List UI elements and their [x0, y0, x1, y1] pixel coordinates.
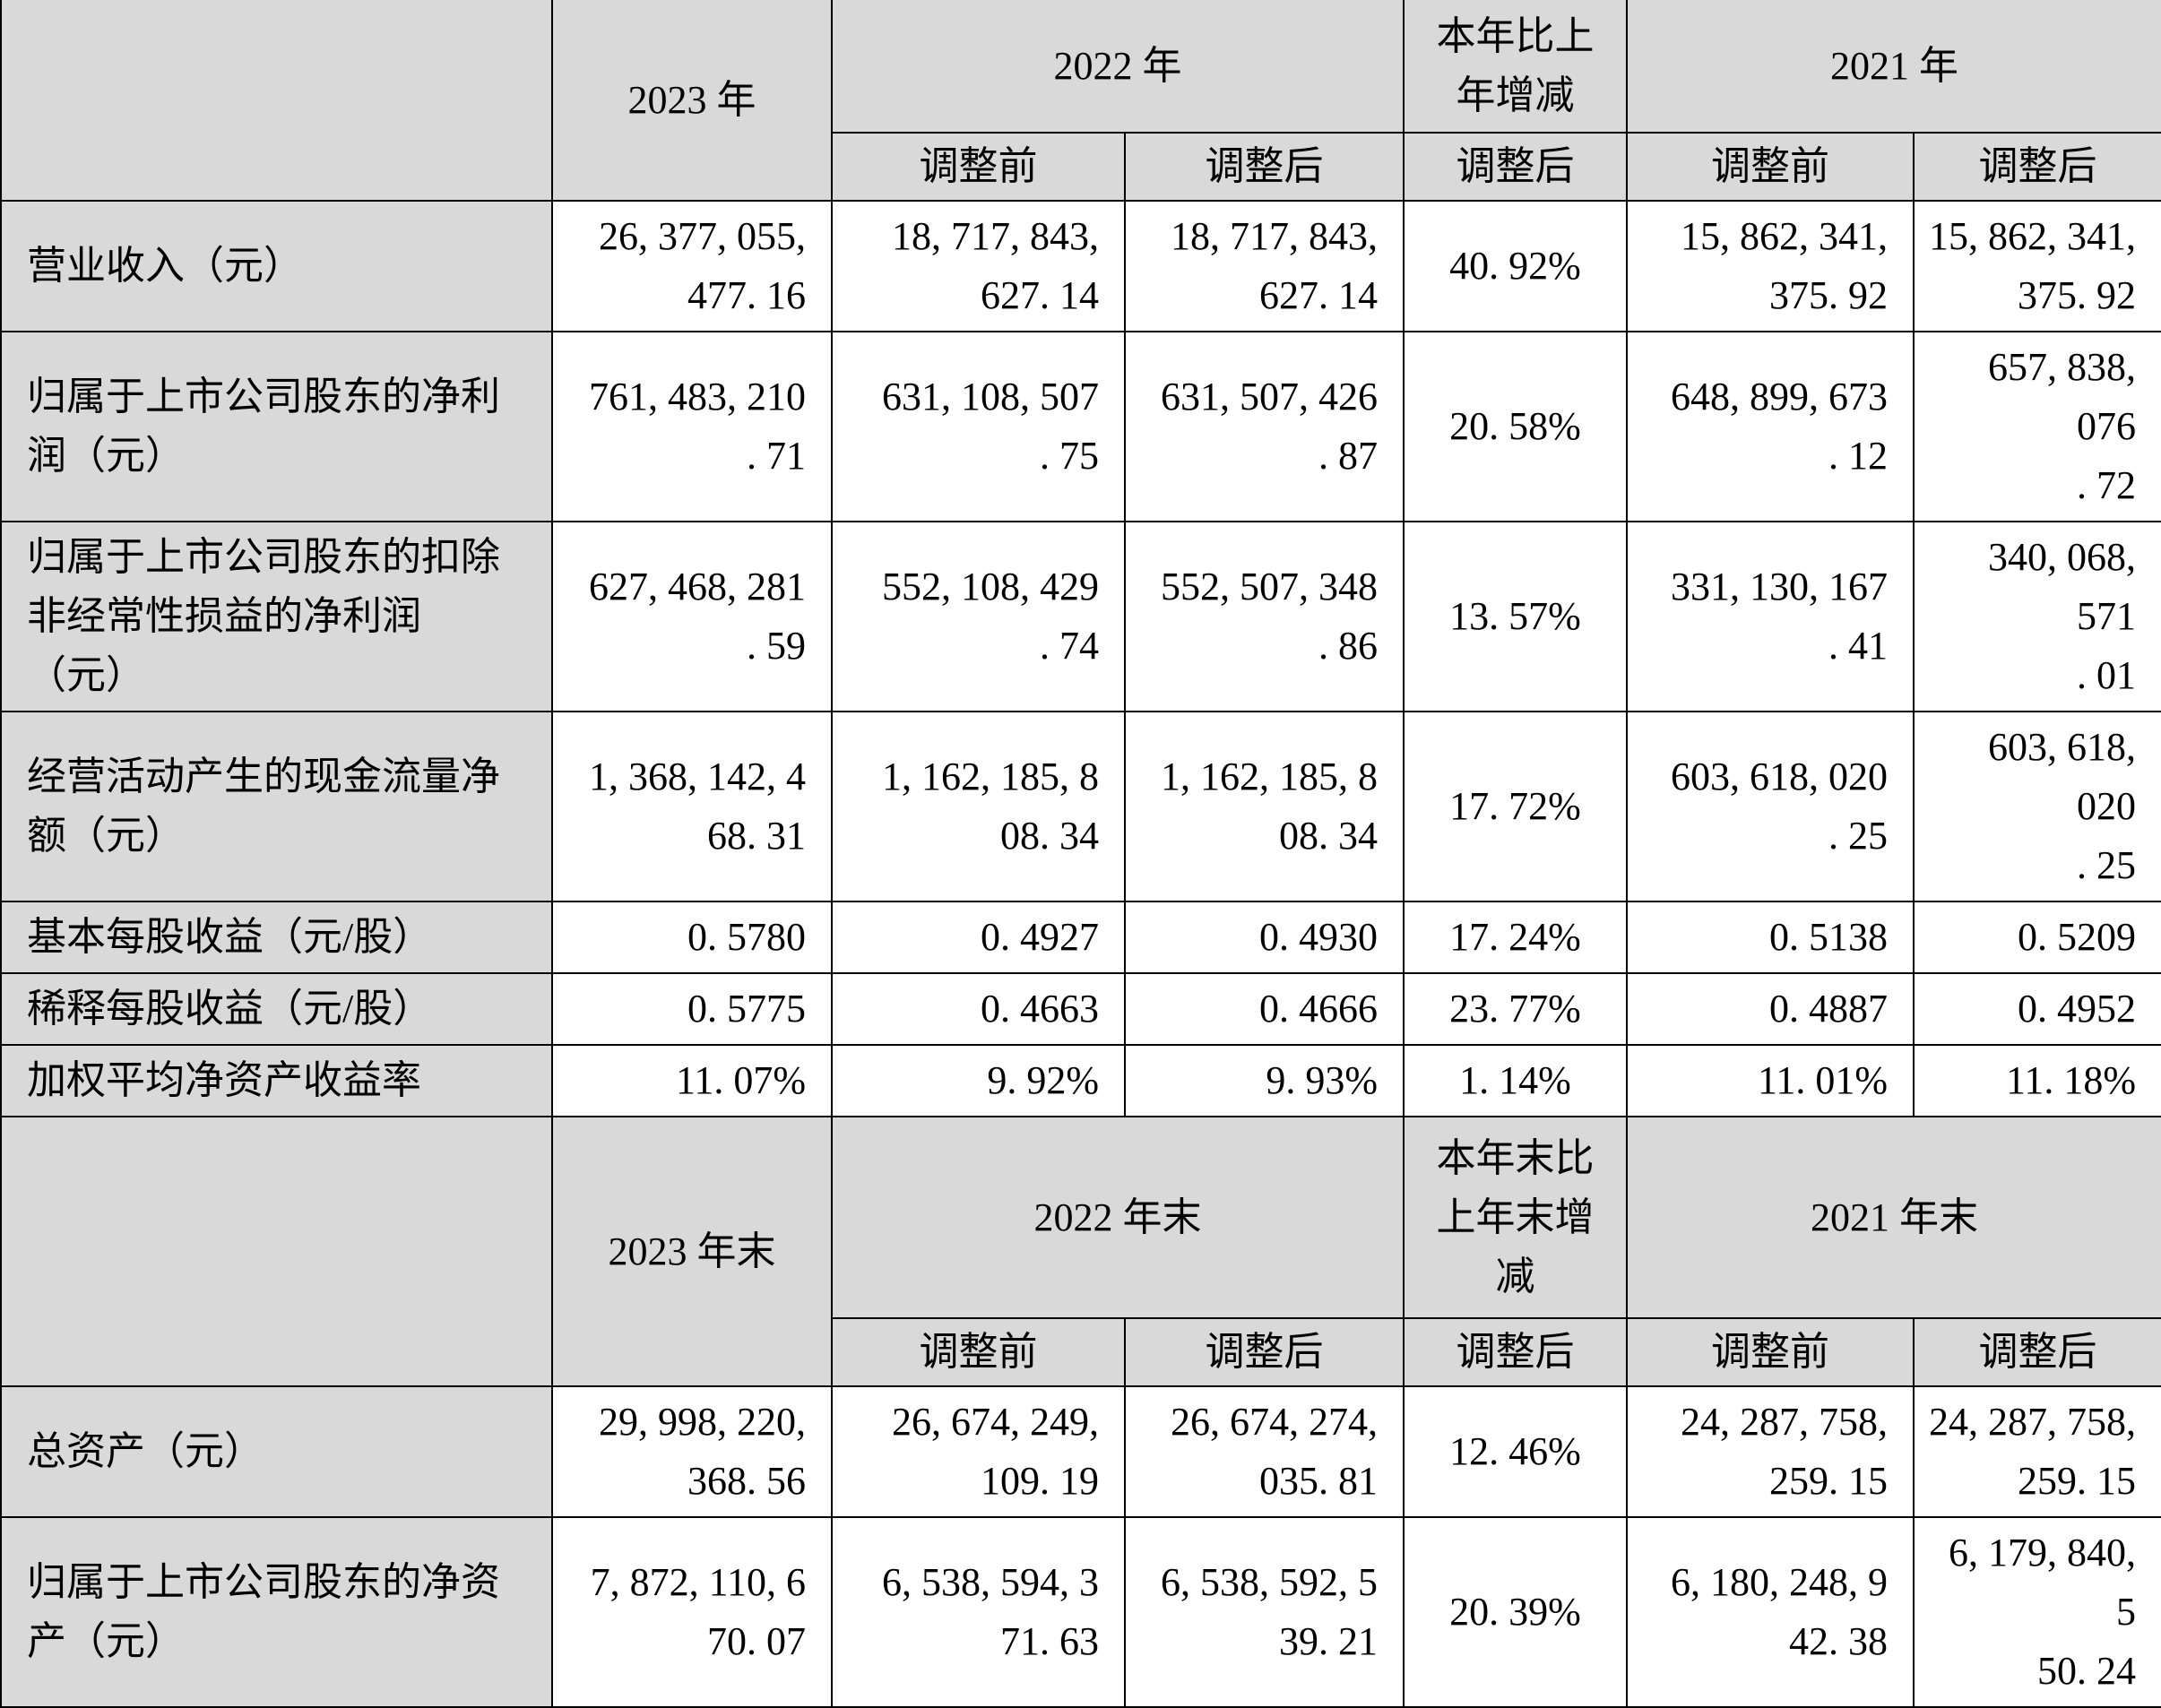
- metric-label: 归属于上市公司股东的净利润（元）: [0, 331, 553, 522]
- metric-label: 归属于上市公司股东的净资产（元）: [0, 1516, 553, 1708]
- col-header-2022-end: 2022 年末: [831, 1116, 1405, 1319]
- value-2021-after: 603, 618, 020 . 25: [1913, 711, 2161, 902]
- subheader-change-after: 调整后: [1403, 1317, 1628, 1387]
- table-row: 稀释每股收益（元/股） 0. 5775 0. 4663 0. 4666 23. …: [0, 972, 2161, 1046]
- subheader-2021-before: 调整前: [1626, 1317, 1915, 1387]
- value-2022-after: 0. 4930: [1124, 901, 1405, 974]
- value-2021-before: 6, 180, 248, 9 42. 38: [1626, 1516, 1915, 1708]
- subheader-2021-after: 调整后: [1913, 1317, 2161, 1387]
- value-2022-after: 0. 4666: [1124, 972, 1405, 1046]
- table-row: 归属于上市公司股东的扣除非经常性损益的净利润（元） 627, 468, 281 …: [0, 521, 2161, 712]
- table-row: 归属于上市公司股东的净利润（元） 761, 483, 210 . 71 631,…: [0, 331, 2161, 522]
- header-row-years: 2023 年 2022 年 本年比上 年增减 2021 年: [0, 0, 2161, 202]
- col-header-2021-end: 2021 年末: [1626, 1116, 2161, 1319]
- subheader-2022-after: 调整后: [1124, 1317, 1405, 1387]
- value-change: 23. 77%: [1403, 972, 1628, 1046]
- value-2022-before: 6, 538, 594, 3 71. 63: [831, 1516, 1126, 1708]
- col-header-2023-end: 2023 年末: [551, 1116, 833, 1387]
- value-2021-before: 11. 01%: [1626, 1044, 1915, 1117]
- value-2022-after: 552, 507, 348 . 86: [1124, 521, 1405, 712]
- metric-label: 总资产（元）: [0, 1385, 553, 1518]
- value-2021-before: 331, 130, 167 . 41: [1626, 521, 1915, 712]
- value-2023: 26, 377, 055, 477. 16: [551, 200, 833, 332]
- value-2023: 0. 5775: [551, 972, 833, 1046]
- value-2022-after: 1, 162, 185, 8 08. 34: [1124, 711, 1405, 902]
- value-2022-before: 0. 4927: [831, 901, 1126, 974]
- subheader-change-after: 调整后: [1403, 132, 1628, 202]
- metric-label: 归属于上市公司股东的扣除非经常性损益的净利润（元）: [0, 521, 553, 712]
- value-2022-after: 26, 674, 274, 035. 81: [1124, 1385, 1405, 1518]
- subheader-2022-before: 调整前: [831, 132, 1126, 202]
- value-2022-after: 18, 717, 843, 627. 14: [1124, 200, 1405, 332]
- table-row: 基本每股收益（元/股） 0. 5780 0. 4927 0. 4930 17. …: [0, 901, 2161, 974]
- value-2022-before: 552, 108, 429 . 74: [831, 521, 1126, 712]
- value-2023: 7, 872, 110, 6 70. 07: [551, 1516, 833, 1708]
- metric-label: 加权平均净资产收益率: [0, 1044, 553, 1117]
- subheader-2022-after: 调整后: [1124, 132, 1405, 202]
- value-2023: 761, 483, 210 . 71: [551, 331, 833, 522]
- table-row: 归属于上市公司股东的净资产（元） 7, 872, 110, 6 70. 07 6…: [0, 1516, 2161, 1708]
- metric-label: 经营活动产生的现金流量净额（元）: [0, 711, 553, 902]
- value-change: 40. 92%: [1403, 200, 1628, 332]
- table-row: 经营活动产生的现金流量净额（元） 1, 368, 142, 4 68. 31 1…: [0, 711, 2161, 902]
- value-2023: 29, 998, 220, 368. 56: [551, 1385, 833, 1518]
- header-row-adjust: 调整前 调整后 调整后 调整前 调整后: [1, 1317, 2161, 1387]
- value-2023: 0. 5780: [551, 901, 833, 974]
- table-row: 营业收入（元） 26, 377, 055, 477. 16 18, 717, 8…: [0, 200, 2161, 332]
- value-2021-after: 24, 287, 758, 259. 15: [1913, 1385, 2161, 1518]
- value-change: 17. 72%: [1403, 711, 1628, 902]
- value-2023: 627, 468, 281 . 59: [551, 521, 833, 712]
- col-header-change-end: 本年末比 上年末增 减: [1403, 1116, 1628, 1319]
- value-2023: 11. 07%: [551, 1044, 833, 1117]
- corner-cell: [0, 1116, 553, 1387]
- value-2021-after: 0. 5209: [1913, 901, 2161, 974]
- col-header-2022: 2022 年: [831, 0, 1405, 134]
- header-row-adjust: 调整前 调整后 调整后 调整前 调整后: [1, 132, 2161, 202]
- value-2021-before: 603, 618, 020 . 25: [1626, 711, 1915, 902]
- subheader-2021-after: 调整后: [1913, 132, 2161, 202]
- value-change: 12. 46%: [1403, 1385, 1628, 1518]
- value-2022-after: 9. 93%: [1124, 1044, 1405, 1117]
- value-2021-before: 648, 899, 673 . 12: [1626, 331, 1915, 522]
- value-2021-after: 6, 179, 840, 5 50. 24: [1913, 1516, 2161, 1708]
- col-header-2023: 2023 年: [551, 0, 833, 202]
- header-row-yearend: 2023 年末 2022 年末 本年末比 上年末增 减 2021 年末: [0, 1116, 2161, 1387]
- value-2022-before: 0. 4663: [831, 972, 1126, 1046]
- value-2021-after: 11. 18%: [1913, 1044, 2161, 1117]
- subheader-2022-before: 调整前: [831, 1317, 1126, 1387]
- subheader-2021-before: 调整前: [1626, 132, 1915, 202]
- value-2021-after: 657, 838, 076 . 72: [1913, 331, 2161, 522]
- value-change: 13. 57%: [1403, 521, 1628, 712]
- value-change: 17. 24%: [1403, 901, 1628, 974]
- value-2021-before: 0. 5138: [1626, 901, 1915, 974]
- value-2022-before: 631, 108, 507 . 75: [831, 331, 1126, 522]
- value-2021-before: 0. 4887: [1626, 972, 1915, 1046]
- value-2023: 1, 368, 142, 4 68. 31: [551, 711, 833, 902]
- value-2022-after: 631, 507, 426 . 87: [1124, 331, 1405, 522]
- value-2022-before: 1, 162, 185, 8 08. 34: [831, 711, 1126, 902]
- value-2021-after: 340, 068, 571 . 01: [1913, 521, 2161, 712]
- value-change: 20. 58%: [1403, 331, 1628, 522]
- corner-cell: [0, 0, 553, 202]
- value-2022-before: 18, 717, 843, 627. 14: [831, 200, 1126, 332]
- value-2021-after: 0. 4952: [1913, 972, 2161, 1046]
- value-2022-before: 26, 674, 249, 109. 19: [831, 1385, 1126, 1518]
- value-change: 1. 14%: [1403, 1044, 1628, 1117]
- col-header-2021: 2021 年: [1626, 0, 2161, 134]
- value-2021-before: 24, 287, 758, 259. 15: [1626, 1385, 1915, 1518]
- value-2022-after: 6, 538, 592, 5 39. 21: [1124, 1516, 1405, 1708]
- metric-label: 营业收入（元）: [0, 200, 553, 332]
- metric-label: 稀释每股收益（元/股）: [0, 972, 553, 1046]
- value-2022-before: 9. 92%: [831, 1044, 1126, 1117]
- table-row: 总资产（元） 29, 998, 220, 368. 56 26, 674, 24…: [0, 1385, 2161, 1518]
- col-header-change: 本年比上 年增减: [1403, 0, 1628, 134]
- table-row: 加权平均净资产收益率 11. 07% 9. 92% 9. 93% 1. 14% …: [0, 1044, 2161, 1117]
- metric-label: 基本每股收益（元/股）: [0, 901, 553, 974]
- value-change: 20. 39%: [1403, 1516, 1628, 1708]
- value-2021-after: 15, 862, 341, 375. 92: [1913, 200, 2161, 332]
- value-2021-before: 15, 862, 341, 375. 92: [1626, 200, 1915, 332]
